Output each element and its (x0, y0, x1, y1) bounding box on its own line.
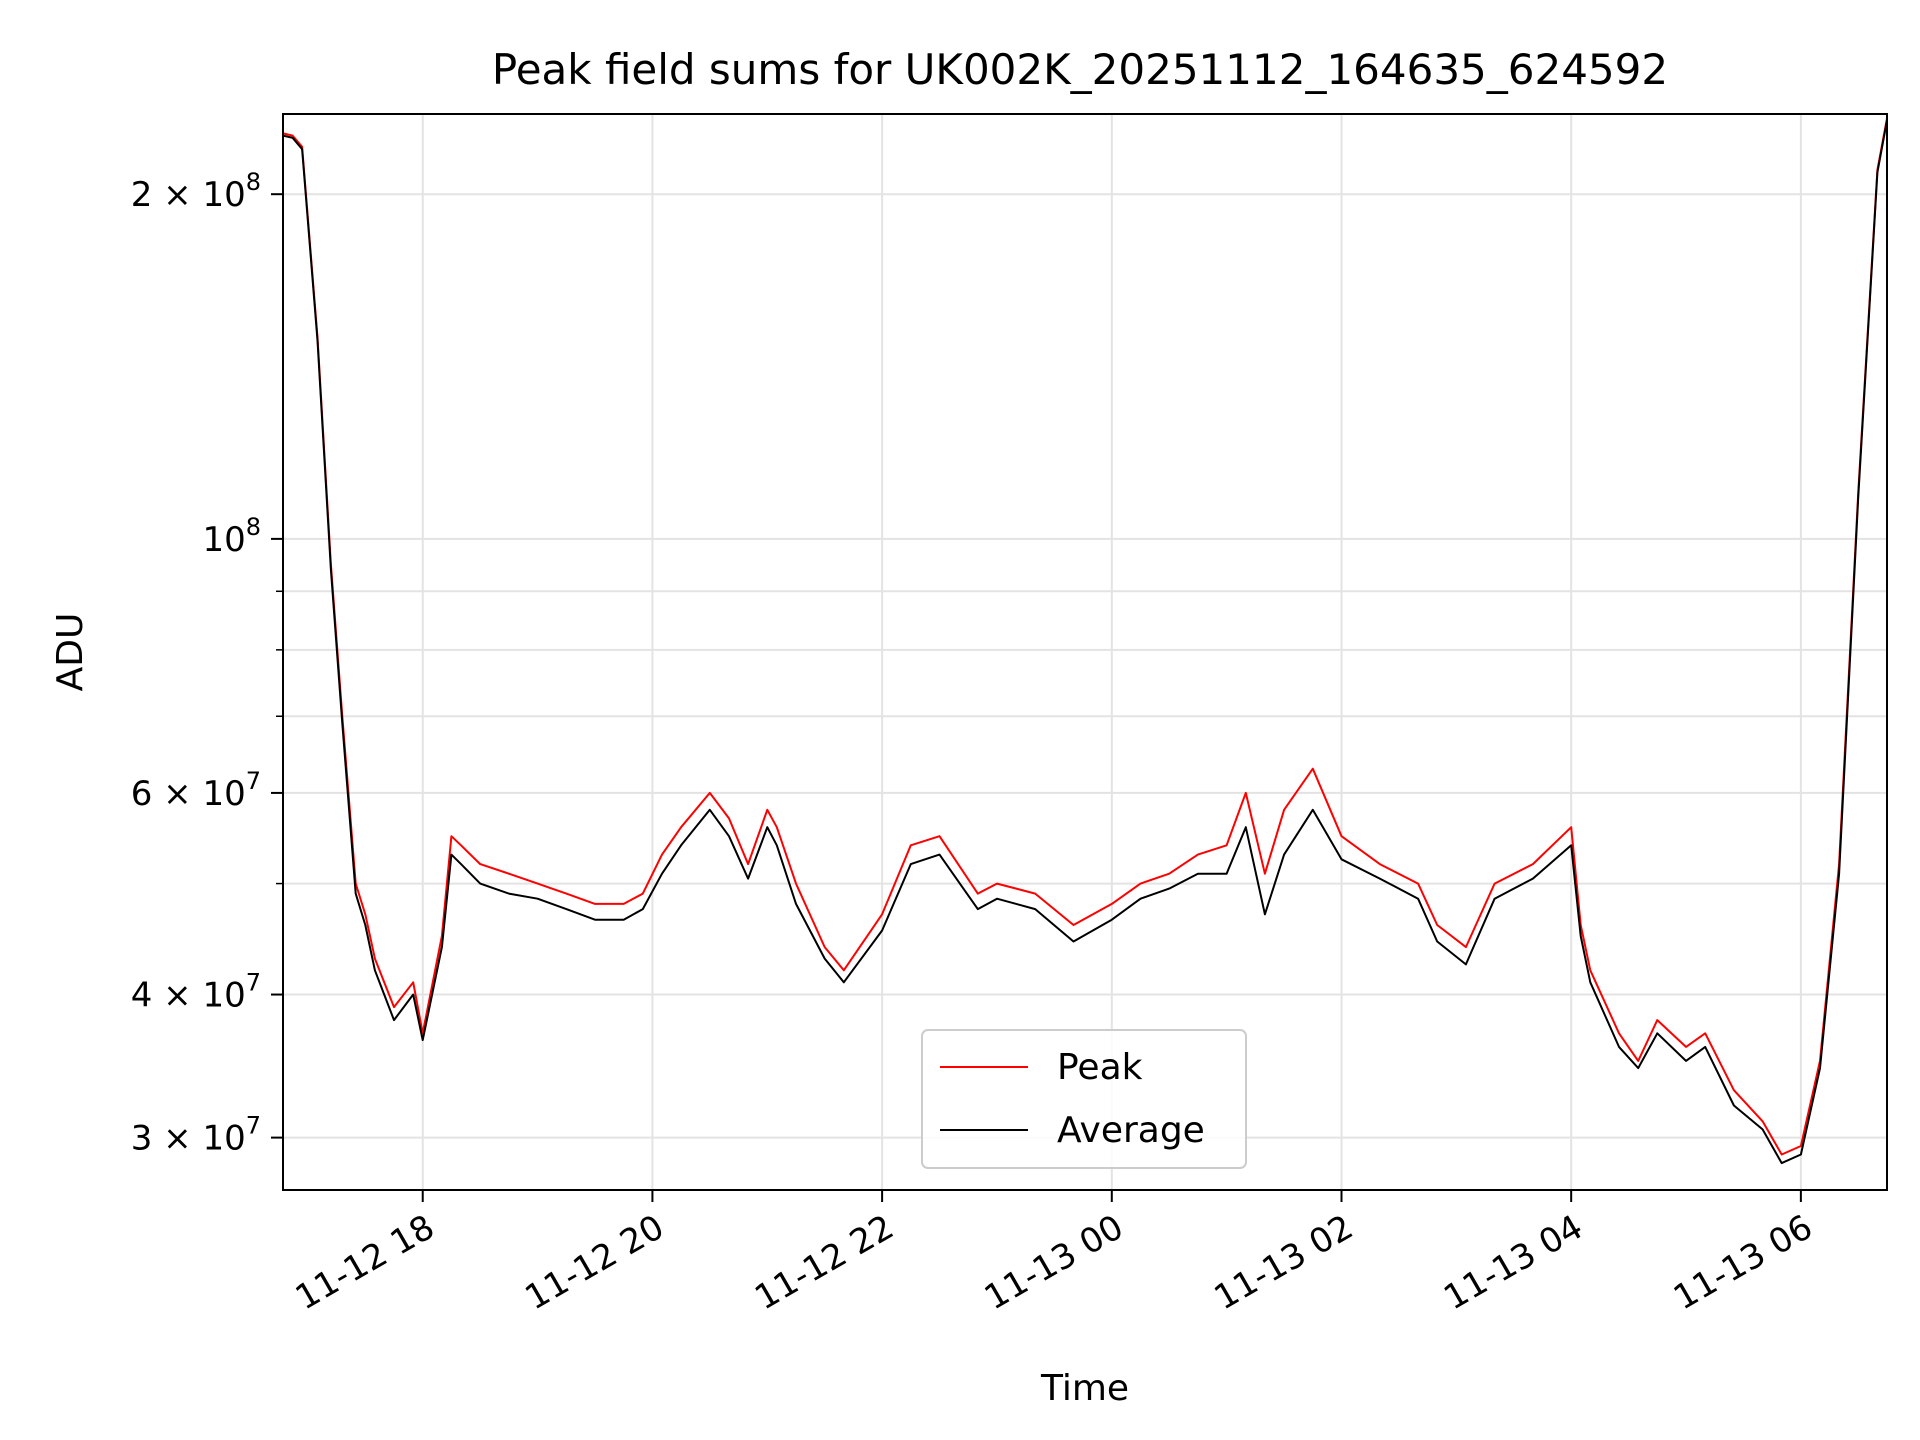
y-tick-label: 4 × 107 (131, 969, 261, 1016)
chart-title: Peak field sums for UK002K_20251112_1646… (492, 45, 1668, 94)
legend-box (921, 1029, 1247, 1169)
y-tick-label: 6 × 107 (131, 767, 261, 814)
y-tick-label: 3 × 107 (131, 1112, 261, 1159)
series-line-average (282, 120, 1888, 1165)
grid-lines (283, 114, 1887, 1190)
plot-series (282, 118, 1888, 1165)
plot-area-frame (282, 113, 1888, 1191)
legend-label-peak: Peak (1057, 1047, 1143, 1088)
series-line-peak (282, 118, 1888, 1156)
x-axis-label: Time (1040, 1368, 1129, 1409)
y-axis: 3 × 107 4 × 107 6 × 107 108 2 × 108 (131, 168, 283, 1159)
y-tick-label: 108 (202, 513, 261, 560)
y-axis-label: ADU (50, 613, 91, 692)
y-tick-label: 2 × 108 (131, 168, 261, 215)
legend: Peak Average (921, 1029, 1247, 1169)
legend-label-average: Average (1057, 1110, 1205, 1151)
